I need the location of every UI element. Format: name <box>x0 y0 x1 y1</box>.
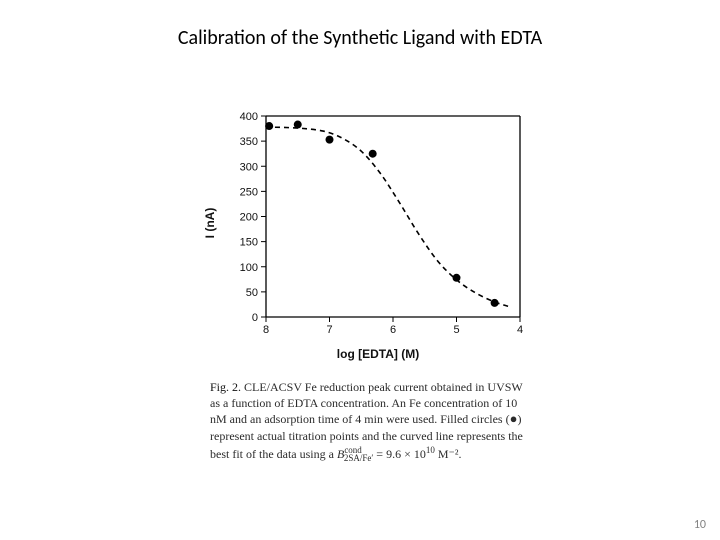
caption-line1: CLE/ACSV Fe reduction peak current obtai… <box>244 380 523 394</box>
caption-line4: represent actual titration points and th… <box>210 429 523 443</box>
svg-text:250: 250 <box>240 186 258 198</box>
caption-line3a: nM and an adsorption time of 4 min were … <box>210 412 510 426</box>
caption-B-sub: 2SA/Fe′ <box>344 453 373 463</box>
svg-text:8: 8 <box>263 324 269 335</box>
svg-text:350: 350 <box>240 136 258 148</box>
y-axis-label: I (nA) <box>203 207 217 238</box>
caption-eq-mid: = 9.6 × 10 <box>373 447 426 461</box>
svg-text:150: 150 <box>240 237 258 249</box>
svg-text:400: 400 <box>240 111 258 123</box>
caption-eq-tail: M⁻². <box>435 447 462 461</box>
x-axis-label: log [EDTA] (M) <box>337 347 419 361</box>
svg-text:100: 100 <box>240 262 258 274</box>
caption-eq-exp: 10 <box>426 445 435 455</box>
caption-line5a: best fit of the data using a <box>210 447 337 461</box>
figure-caption: Fig. 2. CLE/ACSV Fe reduction peak curre… <box>210 379 530 464</box>
svg-text:300: 300 <box>240 161 258 173</box>
caption-lead: Fig. 2. <box>210 380 241 394</box>
caption-line2: as a function of EDTA concentration. An … <box>210 396 517 410</box>
slide-title: Calibration of the Synthetic Ligand with… <box>0 26 720 50</box>
caption-line3b: ) <box>517 412 521 426</box>
svg-text:50: 50 <box>246 287 258 299</box>
figure-container: I (nA) 0 50 100 150 200 250 300 350 400 8 7 6 5 4 log… <box>198 110 528 460</box>
page-number: 10 <box>694 518 706 532</box>
svg-text:200: 200 <box>240 212 258 224</box>
svg-text:5: 5 <box>453 324 459 335</box>
chart-svg: 0 50 100 150 200 250 300 350 400 8 7 6 5 4 <box>228 110 528 335</box>
svg-text:4: 4 <box>517 324 523 335</box>
svg-text:0: 0 <box>252 312 258 324</box>
calibration-chart: I (nA) 05010015020025030035040087654 log… <box>228 110 528 335</box>
svg-text:6: 6 <box>390 324 396 335</box>
svg-text:7: 7 <box>326 324 332 335</box>
